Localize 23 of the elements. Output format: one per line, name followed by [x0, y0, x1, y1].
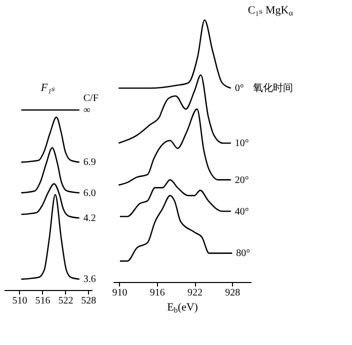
series-label: 6.9	[83, 157, 96, 168]
series-label: 4.2	[83, 213, 96, 224]
x-tick-label: 522	[58, 296, 74, 306]
series-label: 10°	[234, 138, 249, 150]
x-tick-label: 510	[12, 296, 28, 306]
x-tick-label: 528	[81, 296, 96, 306]
text: 氧化时间	[252, 82, 293, 94]
series-label: ∞	[83, 105, 91, 116]
x-axis-title: E$_{b}$(eV)	[167, 302, 198, 314]
text: C/F	[83, 93, 99, 104]
series-label: 0°	[234, 83, 244, 94]
x-tick-label: 916	[150, 288, 165, 298]
series-label: 6.0	[83, 188, 96, 199]
chart-title: F₁ₛ	[40, 82, 56, 94]
x-tick-label: 928	[225, 288, 240, 298]
x-tick-label: 922	[188, 288, 203, 298]
chart-title: C₁ₛ MgK$_{α}$	[248, 4, 294, 18]
series-label: 3.6	[83, 274, 96, 286]
series-label: 40°	[234, 206, 249, 218]
series-label: 80°	[236, 248, 250, 260]
x-tick-label: 516	[35, 296, 50, 306]
x-tick-label: 910	[112, 288, 128, 298]
series-label: 20°	[234, 174, 249, 186]
